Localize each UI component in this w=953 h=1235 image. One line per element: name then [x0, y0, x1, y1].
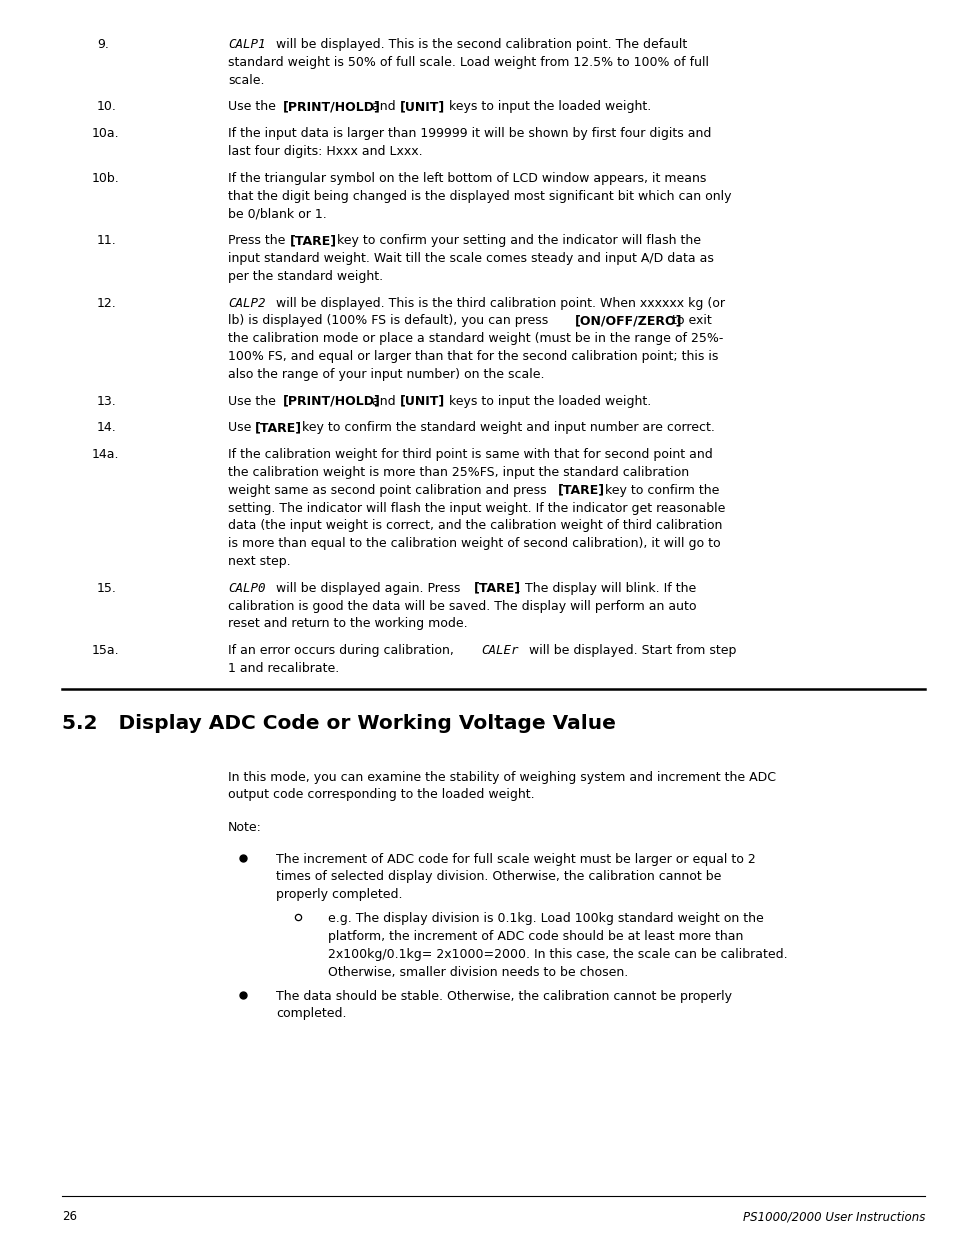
- Text: 14.: 14.: [97, 421, 116, 435]
- Text: The increment of ADC code for full scale weight must be larger or equal to 2: The increment of ADC code for full scale…: [275, 852, 755, 866]
- Text: . The display will blink. If the: . The display will blink. If the: [517, 582, 696, 595]
- Text: times of selected display division. Otherwise, the calibration cannot be: times of selected display division. Othe…: [275, 871, 720, 883]
- Text: will be displayed again. Press: will be displayed again. Press: [272, 582, 464, 595]
- Text: next step.: next step.: [228, 555, 291, 568]
- Text: PS1000/2000 User Instructions: PS1000/2000 User Instructions: [741, 1210, 924, 1223]
- Text: input standard weight. Wait till the scale comes steady and input A/D data as: input standard weight. Wait till the sca…: [228, 252, 713, 266]
- Text: data (the input weight is correct, and the calibration weight of third calibrati: data (the input weight is correct, and t…: [228, 520, 721, 532]
- Text: 14a.: 14a.: [91, 448, 119, 461]
- Text: e.g. The display division is 0.1kg. Load 100kg standard weight on the: e.g. The display division is 0.1kg. Load…: [328, 913, 763, 925]
- Text: CALEr: CALEr: [480, 645, 518, 657]
- Text: Use the: Use the: [228, 395, 279, 408]
- Text: weight same as second point calibration and press: weight same as second point calibration …: [228, 484, 550, 496]
- Text: 10b.: 10b.: [91, 172, 120, 185]
- Text: setting. The indicator will flash the input weight. If the indicator get reasona: setting. The indicator will flash the in…: [228, 501, 724, 515]
- Text: and: and: [368, 395, 399, 408]
- Text: be 0/blank or 1.: be 0/blank or 1.: [228, 207, 327, 220]
- Text: 10a.: 10a.: [91, 127, 119, 141]
- Text: 15.: 15.: [97, 582, 117, 595]
- Text: Use the: Use the: [228, 100, 279, 114]
- Text: key to confirm the standard weight and input number are correct.: key to confirm the standard weight and i…: [297, 421, 714, 435]
- Text: 10.: 10.: [97, 100, 117, 114]
- Text: reset and return to the working mode.: reset and return to the working mode.: [228, 618, 467, 630]
- Text: standard weight is 50% of full scale. Load weight from 12.5% to 100% of full: standard weight is 50% of full scale. Lo…: [228, 56, 708, 69]
- Text: CALP1: CALP1: [228, 38, 265, 51]
- Text: completed.: completed.: [275, 1008, 346, 1020]
- Text: 1 and recalibrate.: 1 and recalibrate.: [228, 662, 339, 676]
- Text: and: and: [368, 100, 399, 114]
- Text: 11.: 11.: [97, 235, 116, 247]
- Text: will be displayed. Start from step: will be displayed. Start from step: [524, 645, 736, 657]
- Text: [TARE]: [TARE]: [290, 235, 336, 247]
- Text: CALP0: CALP0: [228, 582, 265, 595]
- Text: [PRINT/HOLD]: [PRINT/HOLD]: [283, 395, 380, 408]
- Text: If the calibration weight for third point is same with that for second point and: If the calibration weight for third poin…: [228, 448, 712, 461]
- Text: Otherwise, smaller division needs to be chosen.: Otherwise, smaller division needs to be …: [328, 966, 628, 978]
- Text: the calibration weight is more than 25%FS, input the standard calibration: the calibration weight is more than 25%F…: [228, 466, 688, 479]
- Text: will be displayed. This is the second calibration point. The default: will be displayed. This is the second ca…: [272, 38, 686, 51]
- Text: [TARE]: [TARE]: [474, 582, 520, 595]
- Text: to exit: to exit: [667, 315, 711, 327]
- Text: scale.: scale.: [228, 74, 264, 86]
- Text: lb) is displayed (100% FS is default), you can press: lb) is displayed (100% FS is default), y…: [228, 315, 552, 327]
- Text: 12.: 12.: [97, 296, 116, 310]
- Text: 15a.: 15a.: [91, 645, 119, 657]
- Text: Note:: Note:: [228, 820, 262, 834]
- Text: 9.: 9.: [97, 38, 109, 51]
- Text: Press the: Press the: [228, 235, 289, 247]
- Text: keys to input the loaded weight.: keys to input the loaded weight.: [444, 100, 651, 114]
- Text: CALP2: CALP2: [228, 296, 265, 310]
- Text: In this mode, you can examine the stability of weighing system and increment the: In this mode, you can examine the stabil…: [228, 771, 775, 784]
- Text: The data should be stable. Otherwise, the calibration cannot be properly: The data should be stable. Otherwise, th…: [275, 989, 731, 1003]
- Text: [PRINT/HOLD]: [PRINT/HOLD]: [283, 100, 380, 114]
- Text: last four digits: Hxxx and Lxxx.: last four digits: Hxxx and Lxxx.: [228, 144, 422, 158]
- Text: If the input data is larger than 199999 it will be shown by first four digits an: If the input data is larger than 199999 …: [228, 127, 711, 141]
- Text: Use: Use: [228, 421, 255, 435]
- Text: [ON/OFF/ZERO]: [ON/OFF/ZERO]: [575, 315, 681, 327]
- Text: [TARE]: [TARE]: [254, 421, 302, 435]
- Text: 2x100kg/0.1kg= 2x1000=2000. In this case, the scale can be calibrated.: 2x100kg/0.1kg= 2x1000=2000. In this case…: [328, 947, 787, 961]
- Text: that the digit being changed is the displayed most significant bit which can onl: that the digit being changed is the disp…: [228, 190, 731, 203]
- Text: [UNIT]: [UNIT]: [399, 395, 445, 408]
- Text: If an error occurs during calibration,: If an error occurs during calibration,: [228, 645, 457, 657]
- Text: 13.: 13.: [97, 395, 116, 408]
- Text: per the standard weight.: per the standard weight.: [228, 269, 383, 283]
- Text: keys to input the loaded weight.: keys to input the loaded weight.: [444, 395, 651, 408]
- Text: 100% FS, and equal or larger than that for the second calibration point; this is: 100% FS, and equal or larger than that f…: [228, 350, 718, 363]
- Text: [TARE]: [TARE]: [558, 484, 604, 496]
- Text: also the range of your input number) on the scale.: also the range of your input number) on …: [228, 368, 544, 380]
- Text: If the triangular symbol on the left bottom of LCD window appears, it means: If the triangular symbol on the left bot…: [228, 172, 705, 185]
- Text: platform, the increment of ADC code should be at least more than: platform, the increment of ADC code shou…: [328, 930, 742, 944]
- Text: the calibration mode or place a standard weight (must be in the range of 25%-: the calibration mode or place a standard…: [228, 332, 722, 346]
- Text: 26: 26: [62, 1210, 77, 1223]
- Text: will be displayed. This is the third calibration point. When xxxxxx kg (or: will be displayed. This is the third cal…: [272, 296, 724, 310]
- Text: [UNIT]: [UNIT]: [399, 100, 445, 114]
- Text: key to confirm your setting and the indicator will flash the: key to confirm your setting and the indi…: [333, 235, 700, 247]
- Text: calibration is good the data will be saved. The display will perform an auto: calibration is good the data will be sav…: [228, 600, 696, 613]
- Text: output code corresponding to the loaded weight.: output code corresponding to the loaded …: [228, 788, 534, 802]
- Text: is more than equal to the calibration weight of second calibration), it will go : is more than equal to the calibration we…: [228, 537, 720, 551]
- Text: properly completed.: properly completed.: [275, 888, 402, 902]
- Text: key to confirm the: key to confirm the: [600, 484, 719, 496]
- Text: 5.2   Display ADC Code or Working Voltage Value: 5.2 Display ADC Code or Working Voltage …: [62, 714, 616, 732]
